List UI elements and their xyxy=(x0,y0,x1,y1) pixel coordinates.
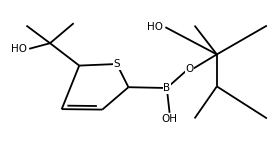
Text: S: S xyxy=(113,59,120,69)
Text: O: O xyxy=(185,64,194,74)
Text: OH: OH xyxy=(162,114,178,124)
Text: B: B xyxy=(163,83,170,93)
Text: HO: HO xyxy=(11,44,27,54)
Text: HO: HO xyxy=(147,22,163,32)
